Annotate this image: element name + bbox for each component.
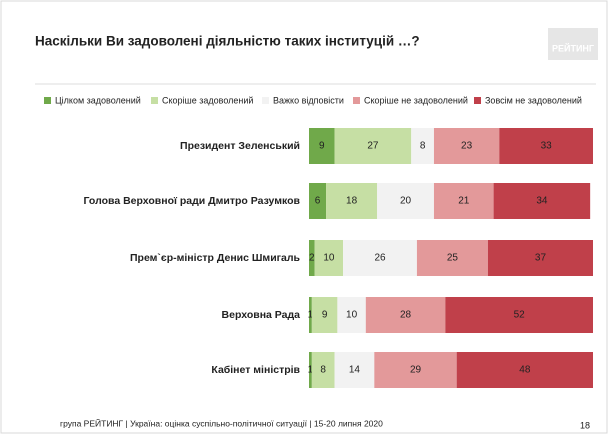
bar-segment <box>314 240 344 276</box>
footer: група РЕЙТИНГ | Україна: оцінка суспільн… <box>60 417 383 428</box>
bar-segment <box>433 183 494 219</box>
legend-label: Зовсім не задоволений <box>485 95 582 105</box>
value-label: 21 <box>458 196 470 207</box>
category-label: Кабінет міністрів <box>211 364 300 376</box>
legend-swatch <box>44 97 51 104</box>
value-label: 9 <box>322 310 328 321</box>
bar-segment <box>487 240 593 276</box>
bar-segment <box>337 297 366 333</box>
bar-segment <box>309 297 312 333</box>
value-label: 6 <box>315 196 321 207</box>
legend-label: Важко відповісти <box>273 95 344 105</box>
chart-title: Наскільки Ви задоволені діяльністю таких… <box>35 34 420 49</box>
value-label: 34 <box>536 196 548 207</box>
value-label: 1 <box>308 310 314 321</box>
legend-label: Скоріше не задоволений <box>364 95 468 105</box>
bar-segment <box>334 352 375 388</box>
category-label: Президент Зеленський <box>180 140 300 152</box>
value-label: 25 <box>447 253 459 264</box>
value-label: 26 <box>374 253 386 264</box>
bar-segment <box>456 352 593 388</box>
value-label: 29 <box>410 365 422 376</box>
legend-label: Цілком задоволений <box>55 95 141 105</box>
category-label: Голова Верховної ради Дмитро Разумков <box>84 195 301 207</box>
value-label: 23 <box>461 141 473 152</box>
value-label: 33 <box>541 141 553 152</box>
value-label: 27 <box>367 141 379 152</box>
category-label: Верховна Рада <box>222 309 301 321</box>
bar-segment <box>311 352 335 388</box>
value-label: 8 <box>320 365 326 376</box>
bar-segment <box>334 128 412 164</box>
bar-segment <box>416 240 488 276</box>
value-label: 37 <box>535 253 547 264</box>
category-label: Прем`єр-міністр Денис Шмигаль <box>130 252 301 264</box>
value-label: 28 <box>400 310 412 321</box>
value-label: 52 <box>514 310 526 321</box>
bar-segment <box>365 297 446 333</box>
page-number: 18 <box>580 420 590 430</box>
bar-segment <box>309 128 335 164</box>
value-label: 48 <box>519 365 531 376</box>
value-label: 18 <box>346 196 358 207</box>
bar-segment <box>499 128 593 164</box>
bar-segment <box>445 297 593 333</box>
value-label: 10 <box>346 310 358 321</box>
legend-swatch <box>474 97 481 104</box>
bar-segment <box>326 183 378 219</box>
legend-swatch <box>353 97 360 104</box>
bar-segment <box>309 183 327 219</box>
logo: РЕЙТИНГ <box>552 42 594 53</box>
bar-segment <box>374 352 457 388</box>
legend-swatch <box>151 97 158 104</box>
value-label: 2 <box>309 253 315 264</box>
bar-segment <box>311 297 338 333</box>
value-label: 20 <box>400 196 412 207</box>
bar-segment <box>411 128 434 164</box>
value-label: 14 <box>349 365 361 376</box>
legend-label: Скоріше задоволений <box>162 95 253 105</box>
logo-box <box>548 28 598 60</box>
bar-segment <box>343 240 417 276</box>
legend-swatch <box>262 97 269 104</box>
value-label: 1 <box>308 365 314 376</box>
bar-segment <box>377 183 434 219</box>
value-label: 8 <box>420 141 426 152</box>
value-label: 10 <box>323 253 335 264</box>
bar-segment <box>309 352 312 388</box>
bar-segment <box>309 240 315 276</box>
bar-segment <box>493 183 591 219</box>
value-label: 9 <box>319 141 325 152</box>
bar-segment <box>433 128 500 164</box>
